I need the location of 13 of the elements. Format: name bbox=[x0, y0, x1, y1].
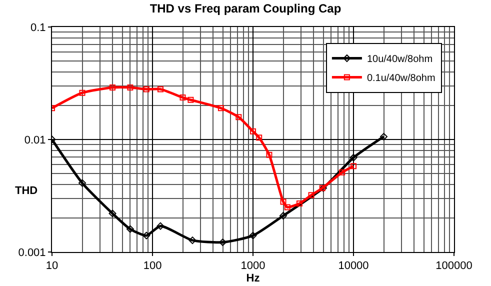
legend-label: 10u/40w/8ohm bbox=[366, 54, 433, 66]
y-tick-label: 0.1 bbox=[30, 22, 46, 34]
chart-title: THD vs Freq param Coupling Cap bbox=[150, 2, 342, 16]
y-tick-label: 0.001 bbox=[18, 246, 46, 259]
legend-label: 0.1u/40w/8ohm bbox=[366, 73, 436, 84]
x-tick-label: 10 bbox=[46, 260, 58, 272]
x-tick-label: 1000 bbox=[240, 260, 266, 272]
x-tick-label: 100 bbox=[143, 260, 162, 272]
x-tick-label: 100000 bbox=[436, 260, 472, 272]
x-axis-title: Hz bbox=[246, 272, 260, 284]
x-tick-label: 10000 bbox=[338, 260, 369, 272]
y-axis-title: THD bbox=[15, 185, 38, 197]
y-tick-label: 0.01 bbox=[24, 134, 46, 146]
